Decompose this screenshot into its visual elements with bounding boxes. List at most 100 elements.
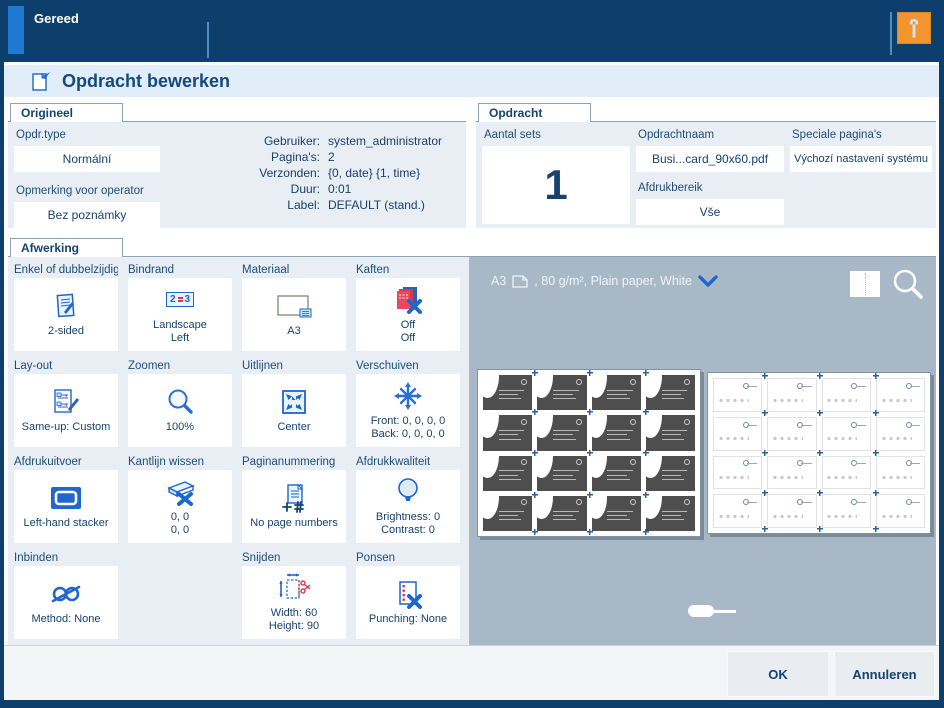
business-card-front: [591, 375, 641, 411]
business-card-back: [821, 416, 871, 451]
business-card-front: [537, 375, 587, 411]
info-label: Duur:: [290, 182, 320, 196]
option-label: Kantlijn wissen: [128, 456, 205, 468]
business-card-front: [537, 495, 587, 531]
info-value: 2: [328, 150, 335, 164]
operator-note-value[interactable]: Bez poznámky: [14, 202, 160, 228]
covers-off-icon: [393, 284, 423, 316]
job-name-value[interactable]: Busi...card_90x60.pdf: [636, 146, 784, 172]
trim-icon: [277, 572, 311, 604]
option-label: Lay-out: [14, 360, 53, 372]
page-numbering-button[interactable]: No page numbers: [242, 470, 346, 543]
special-pages-label: Speciale pagina's: [792, 129, 882, 141]
option-label: Materiaal: [242, 264, 290, 276]
option-value: A3: [287, 325, 301, 338]
trim-button[interactable]: Width: 60 Height: 90: [242, 566, 346, 639]
registration-mark: [531, 408, 538, 415]
business-card-front: [645, 375, 695, 411]
edit-job-dialog: Opdracht bewerken Origineel Opdr.type No…: [4, 62, 939, 700]
special-pages-value[interactable]: Výchozí nastavení systému: [790, 146, 932, 172]
info-label: Pagina's:: [271, 150, 320, 164]
media-button[interactable]: A3: [242, 278, 346, 351]
print-range-value[interactable]: Vše: [636, 199, 784, 225]
edit-job-icon: [30, 70, 52, 92]
punch-button[interactable]: Punching: None: [356, 566, 460, 639]
zoom-button[interactable]: 100%: [128, 374, 232, 447]
registration-mark: [761, 450, 768, 456]
business-card-back: [713, 494, 763, 528]
cancel-button[interactable]: Annuleren: [834, 651, 935, 697]
registration-mark: [817, 410, 823, 416]
option-print-quality: Afdrukkwaliteit Brightness: 0 Contrast: …: [356, 454, 460, 543]
align-center-icon: [280, 386, 308, 418]
opdracht-group: Opdracht Aantal sets 1 Opdrachtnaam Busi…: [476, 103, 936, 228]
layout-button[interactable]: Same-up: Custom: [14, 374, 118, 447]
preview-slider[interactable]: [688, 604, 736, 618]
registration-mark: [817, 450, 823, 456]
option-value: 2-sided: [47, 325, 85, 338]
chevron-down-icon: [698, 275, 718, 287]
zoom-icon: [165, 386, 195, 418]
align-button[interactable]: Center: [242, 374, 346, 447]
option-value: Center: [277, 421, 311, 434]
slider-thumb[interactable]: [688, 605, 714, 617]
business-card-back: [821, 378, 871, 412]
binding-edge-icon: 2 3: [165, 284, 195, 316]
business-card-front: [483, 495, 533, 531]
option-trim: Snijden: [242, 550, 346, 639]
business-card-front: [483, 415, 533, 451]
paper-selector[interactable]: A3 , 80 g/m², Plain paper, White: [491, 274, 718, 288]
output-button[interactable]: Left-hand stacker: [14, 470, 118, 543]
registration-mark: [531, 450, 538, 456]
option-value: Brightness: 0 Contrast: 0: [375, 510, 441, 536]
paper-size: A3: [491, 274, 507, 288]
registration-mark: [642, 370, 649, 376]
binding-edge-button[interactable]: 2 3 Landscape Left: [128, 278, 232, 351]
erase-margin-button[interactable]: 0, 0 0, 0: [128, 470, 232, 543]
print-quality-button[interactable]: Brightness: 0 Contrast: 0: [356, 470, 460, 543]
topbar-divider: [890, 12, 892, 55]
option-page-numbering: Paginanummering: [242, 454, 346, 543]
option-value: Method: None: [31, 613, 101, 626]
sets-count-value[interactable]: 1: [482, 146, 630, 224]
option-label: Verschuiven: [356, 360, 419, 372]
covers-button[interactable]: Off Off: [356, 278, 460, 351]
info-value: system_administrator: [328, 134, 443, 148]
option-label: Enkel of dubbelzijdig: [14, 264, 118, 276]
business-card-front: [483, 375, 533, 411]
operator-note-label: Opmerking voor operator: [16, 185, 144, 197]
binding-button[interactable]: Method: None: [14, 566, 118, 639]
registration-mark: [761, 490, 768, 496]
business-card-back: [767, 378, 817, 412]
business-card-back: [767, 455, 817, 490]
settings-button[interactable]: [897, 12, 931, 44]
erase-margin-icon: [163, 476, 197, 508]
registration-mark: [642, 529, 649, 535]
status-bar: Gereed: [0, 0, 944, 62]
option-value: Front: 0, 0, 0, 0 Back: 0, 0, 0, 0: [370, 414, 446, 440]
duplex-button[interactable]: 2-sided: [14, 278, 118, 351]
business-card-back: [713, 455, 763, 490]
option-zoom: Zoomen 100%: [128, 358, 232, 447]
spread-view-icon[interactable]: [850, 271, 880, 297]
option-output: Afdrukuitvoer Left-hand stacker: [14, 454, 118, 543]
job-type-value[interactable]: Normální: [14, 146, 160, 172]
tab-opdracht: Opdracht: [478, 103, 591, 122]
registration-mark: [817, 490, 823, 496]
ok-button[interactable]: OK: [727, 651, 829, 697]
dialog-titlebar: Opdracht bewerken: [4, 65, 939, 97]
registration-mark: [872, 526, 879, 532]
option-value: Punching: None: [368, 613, 448, 626]
origineel-group: Origineel Opdr.type Normální Opmerking v…: [8, 103, 466, 228]
option-shift: Verschuiven: [356, 358, 460, 447]
business-card-front: [645, 495, 695, 531]
business-card-back: [713, 416, 763, 451]
registration-mark: [531, 370, 538, 376]
option-value: 0, 0 0, 0: [170, 510, 190, 536]
registration-mark: [872, 450, 879, 456]
option-value: Off Off: [400, 318, 416, 344]
shift-button[interactable]: Front: 0, 0, 0, 0 Back: 0, 0, 0, 0: [356, 374, 460, 447]
magnifier-icon[interactable]: [890, 267, 924, 301]
registration-mark: [761, 373, 768, 379]
registration-mark: [642, 450, 649, 456]
